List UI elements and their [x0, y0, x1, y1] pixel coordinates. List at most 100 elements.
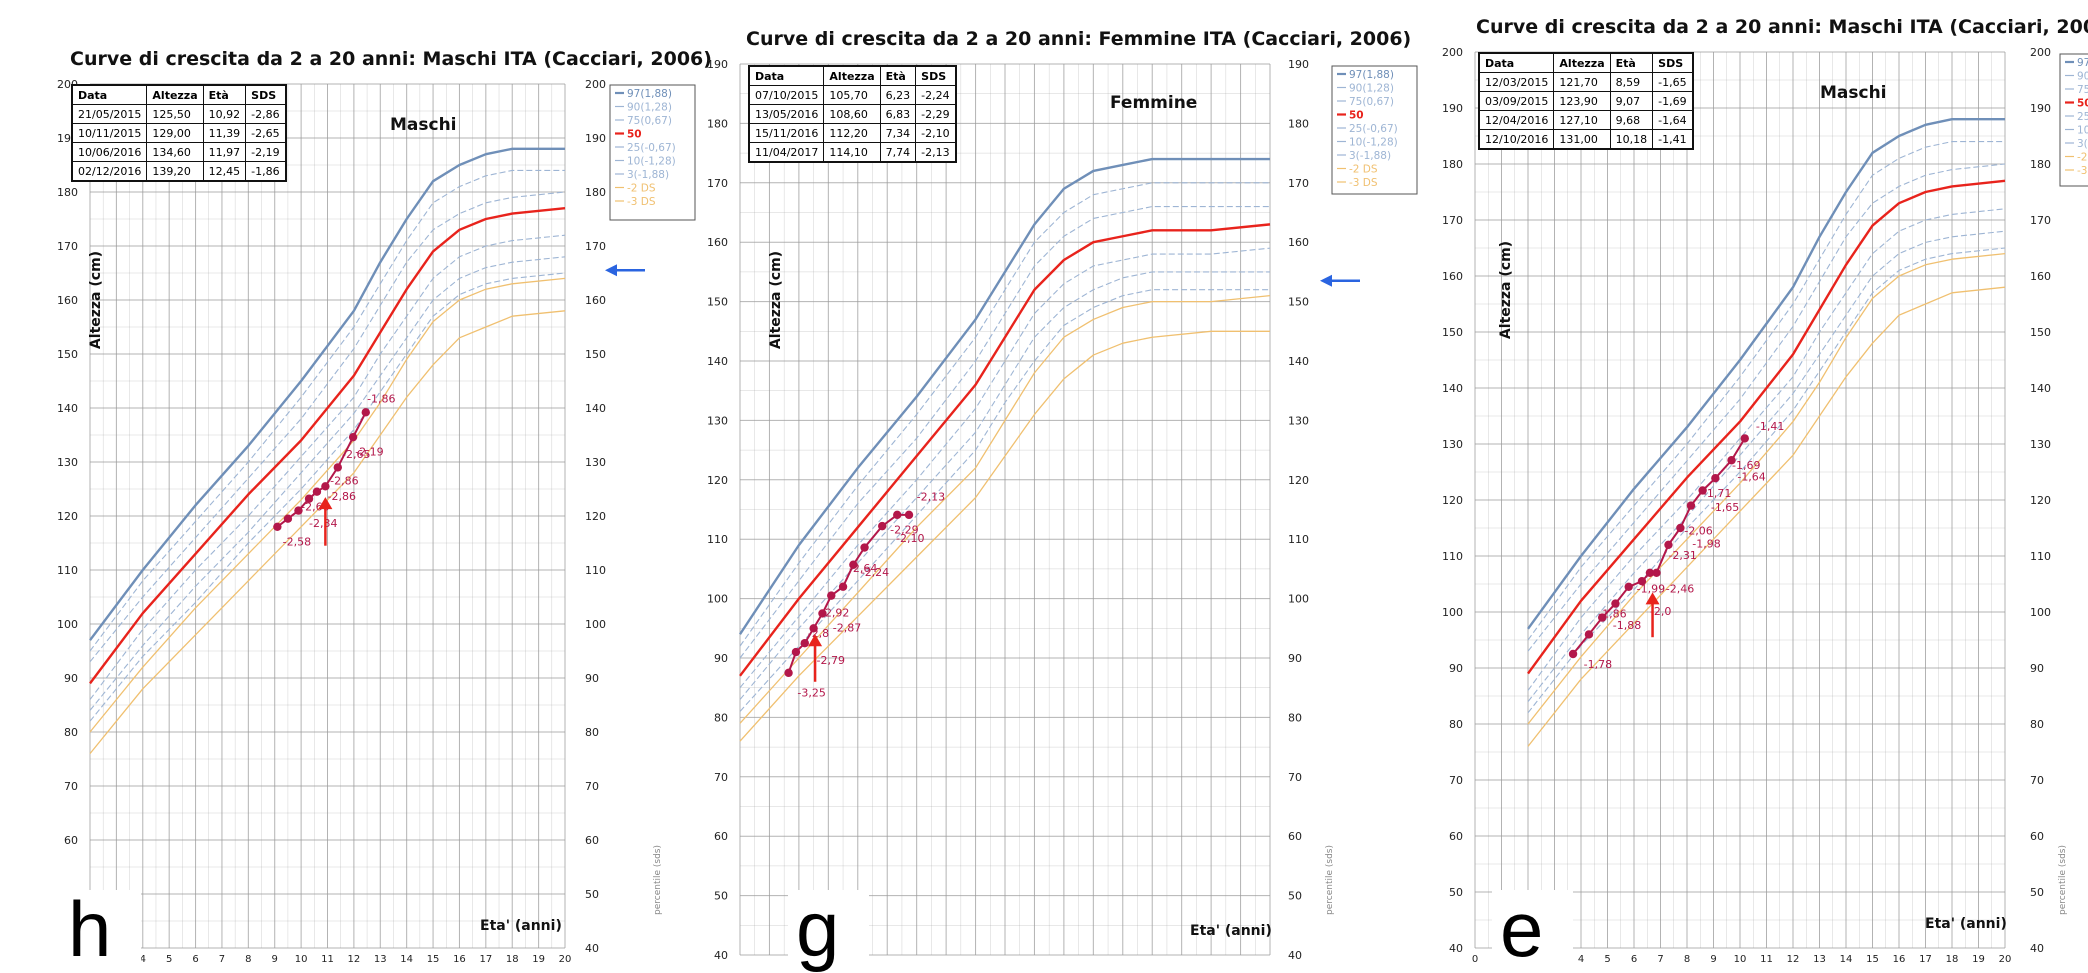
patient-data-point	[333, 463, 342, 472]
sds-data-label: -2,0	[1650, 605, 1671, 618]
y-tick-label-right: 50	[585, 888, 599, 901]
x-axis-title: Eta' (anni)	[1190, 923, 1272, 939]
col-header-eta: Età	[879, 65, 917, 86]
panel-letter-h: h	[60, 890, 142, 968]
x-tick-label: 6	[192, 954, 198, 965]
cell-age: 7,74	[879, 142, 917, 163]
legend-entry: 50	[1349, 110, 1364, 122]
cell-height: 129,00	[146, 123, 204, 143]
percentile-curve-p75	[739, 206, 1270, 659]
y-tick-label-right: 90	[2030, 662, 2044, 675]
y-tick-label-right: 170	[2030, 214, 2051, 227]
sds-data-label: -2,10	[896, 532, 924, 545]
cell-date: 03/09/2015	[1478, 91, 1555, 111]
patient-data-point	[283, 514, 293, 523]
y-tick-label: 100	[1442, 606, 1463, 619]
x-tick-label: 11	[1760, 954, 1773, 965]
table-row: 15/11/2016 112,20 7,34 -2,10	[748, 123, 957, 143]
y-tick-label-right: 140	[585, 402, 606, 415]
measurements-table: Data Altezza Età SDS 12/03/2015 121,70 8,5…	[1478, 52, 1694, 150]
sds-data-label: -2,13	[917, 491, 945, 504]
chart-title: Curve di crescita da 2 a 20 anni: Maschi…	[1476, 16, 2088, 38]
y-tick-label-right: 160	[2030, 270, 2051, 283]
y-tick-label: 160	[707, 236, 728, 249]
y-tick-label-right: 90	[1288, 652, 1302, 665]
cell-age: 6,83	[879, 104, 917, 124]
sex-label: Maschi	[390, 115, 457, 135]
col-header-altezza: Altezza	[823, 65, 881, 86]
y-tick-label: 70	[714, 771, 728, 784]
y-tick-label-right: 150	[2030, 326, 2051, 339]
x-tick-label: 0	[1472, 954, 1478, 965]
x-axis-title: Eta' (anni)	[480, 918, 562, 934]
sex-label: Femmine	[1110, 93, 1197, 113]
patient-data-point	[1611, 599, 1620, 608]
sds-data-label: -2,86	[330, 475, 358, 488]
y-tick-label: 120	[707, 474, 728, 487]
y-tick-label-right: 70	[1288, 771, 1302, 784]
x-tick-label: 20	[1999, 954, 2012, 965]
y-tick-label-right: 110	[2030, 550, 2051, 563]
x-tick-label: 6	[1631, 954, 1637, 965]
table-row: 13/05/2016 108,60 6,83 -2,29	[748, 104, 957, 124]
x-tick-label: 19	[1972, 954, 1985, 965]
sds-data-label: -2,58	[283, 536, 311, 549]
x-tick-label: 8	[245, 954, 251, 965]
patient-data-point	[893, 510, 902, 520]
cell-age: 9,68	[1609, 110, 1654, 130]
percentile-curve-p75	[1527, 163, 2006, 652]
legend-entry: 75(0,67)	[1349, 96, 1394, 108]
y-tick-label: 170	[57, 240, 78, 253]
y-tick-label: 60	[714, 830, 728, 843]
y-tick-label-right: 40	[1288, 949, 1302, 962]
sds-data-label: -2,24	[861, 566, 889, 579]
sds-data-label: -1,71	[1703, 487, 1731, 500]
y-tick-label: 100	[57, 618, 78, 631]
y-tick-label-right: 120	[1288, 474, 1309, 487]
y-tick-label: 90	[1449, 662, 1463, 675]
percentile-curve-m3	[1527, 286, 2006, 747]
percentile-curve-m3	[739, 330, 1270, 742]
cell-height: 131,00	[1553, 129, 1611, 150]
sds-data-label: -2,87	[833, 621, 861, 634]
y-tick-label-right: 110	[585, 564, 606, 577]
panel-letter-g: g	[788, 890, 870, 968]
patient-data-point	[1637, 577, 1647, 586]
percentile-curve-p3	[89, 272, 566, 722]
y-tick-label: 160	[1442, 270, 1463, 283]
y-axis-title: Altezza (cm)	[88, 251, 104, 349]
legend-entry: -3 DS	[1349, 177, 1378, 189]
patient-data-point	[304, 494, 314, 503]
legend-entry: 25(-0,67)	[2077, 111, 2088, 123]
legend-entry: 25(-0,67)	[1349, 123, 1398, 135]
cell-height: 121,70	[1553, 72, 1611, 92]
y-tick-label: 140	[707, 355, 728, 368]
x-tick-label: 9	[1710, 954, 1716, 965]
sex-label: Maschi	[1820, 83, 1887, 103]
y-tick-label: 170	[707, 177, 728, 190]
percentile-curve-p90	[89, 169, 565, 652]
x-tick-label: 15	[427, 954, 440, 965]
table-row: 07/10/2015 105,70 6,23 -2,24	[748, 85, 957, 105]
cell-height: 123,90	[1553, 91, 1611, 111]
y-tick-label-right: 80	[1288, 711, 1302, 724]
percentile-curve-p75	[89, 191, 566, 663]
sds-data-label: -2,06	[1684, 525, 1712, 538]
legend-entry: 3(-1,88)	[627, 169, 669, 181]
sds-data-label: -1,86	[367, 393, 395, 406]
cell-date: 12/03/2015	[1478, 72, 1555, 92]
y-tick-label: 130	[57, 456, 78, 469]
cell-height: 112,20	[823, 123, 881, 143]
percentile-curve-p90	[1527, 141, 2005, 641]
cell-sds: -1,64	[1652, 110, 1694, 130]
cell-age: 8,59	[1609, 72, 1654, 92]
y-tick-label-right: 170	[1288, 177, 1309, 190]
patient-data-point	[294, 506, 303, 515]
patient-data-point	[849, 560, 858, 569]
y-tick-label-right: 60	[585, 834, 599, 847]
y-tick-label-right: 120	[585, 510, 606, 523]
cell-sds: -1,69	[1652, 91, 1694, 111]
legend-entry: 50	[2077, 98, 2088, 110]
patient-data-point	[1727, 456, 1736, 465]
